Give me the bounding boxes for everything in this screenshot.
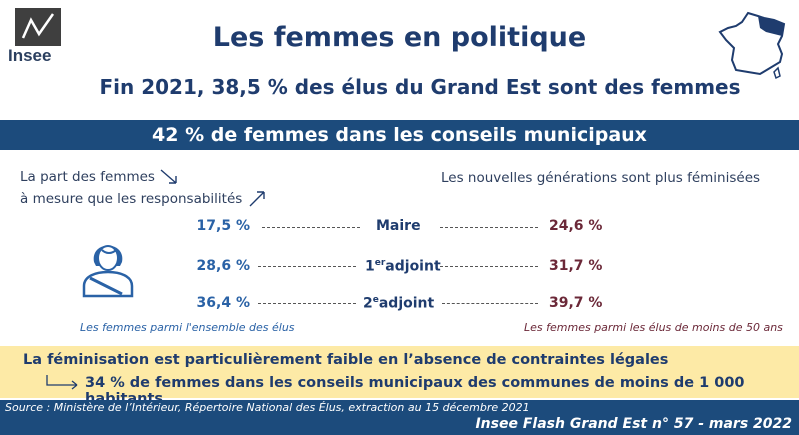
row-adjoint1-left-value: 28,6 % bbox=[196, 258, 250, 274]
row-adjoint2-label-text: adjoint bbox=[378, 295, 435, 312]
row-adjoint1-label-text: adjoint bbox=[385, 258, 441, 275]
row-adjoint2-label-prefix: 2 bbox=[363, 295, 373, 312]
row-adjoint2-left-dash bbox=[258, 303, 356, 304]
row-adjoint1-label-prefix: 1 bbox=[365, 258, 375, 275]
arrow-return-icon bbox=[45, 375, 81, 395]
left-note-line1: La part des femmes bbox=[20, 169, 155, 185]
logo-text: Insee bbox=[8, 46, 52, 65]
row-adjoint1-right-dash bbox=[440, 266, 538, 267]
arrow-down-icon bbox=[160, 169, 177, 184]
row-maire-label: Maire bbox=[376, 218, 421, 234]
france-map-icon bbox=[718, 10, 790, 84]
insee-logo-icon bbox=[15, 8, 61, 46]
row-maire-left-dash bbox=[262, 227, 360, 228]
row-maire-label-text: Maire bbox=[376, 218, 421, 234]
highlight-box bbox=[0, 346, 799, 398]
row-maire-right-value: 24,6 % bbox=[549, 218, 603, 234]
row-adjoint1-label: 1eradjoint bbox=[365, 258, 441, 275]
arrow-up-icon bbox=[249, 191, 265, 207]
row-adjoint1-label-sup: er bbox=[374, 258, 386, 268]
caption-left: Les femmes parmi l'ensemble des élus bbox=[80, 321, 295, 334]
caption-right: Les femmes parmi les élus de moins de 50… bbox=[524, 321, 783, 334]
highlight-line1: La féminisation est particulièrement fai… bbox=[23, 352, 669, 368]
right-note: Les nouvelles générations sont plus fémi… bbox=[441, 170, 761, 186]
row-adjoint2-right-dash bbox=[442, 303, 538, 304]
row-adjoint2-left-value: 36,4 % bbox=[196, 295, 250, 311]
section-banner: 42 % de femmes dans les conseils municip… bbox=[0, 120, 799, 150]
row-adjoint2-right-value: 39,7 % bbox=[549, 295, 603, 311]
woman-icon bbox=[76, 232, 140, 302]
source-text: Source : Ministère de l’Intérieur, Réper… bbox=[5, 401, 530, 414]
left-note-line2: à mesure que les responsabilités bbox=[20, 191, 243, 207]
row-maire-right-dash bbox=[440, 227, 538, 228]
row-adjoint1-left-dash bbox=[258, 266, 356, 267]
left-note: La part des femmes à mesure que les resp… bbox=[20, 166, 267, 210]
row-adjoint2-label: 2eadjoint bbox=[363, 295, 434, 312]
row-maire-left-value: 17,5 % bbox=[196, 218, 250, 234]
page-title: Les femmes en politique bbox=[212, 22, 587, 53]
row-adjoint2-label-sup: e bbox=[372, 295, 379, 305]
footer-bar bbox=[0, 400, 799, 435]
publication-text: Insee Flash Grand Est n° 57 - mars 2022 bbox=[475, 416, 792, 432]
page-subtitle: Fin 2021, 38,5 % des élus du Grand Est s… bbox=[99, 75, 741, 99]
row-adjoint1-right-value: 31,7 % bbox=[549, 258, 603, 274]
